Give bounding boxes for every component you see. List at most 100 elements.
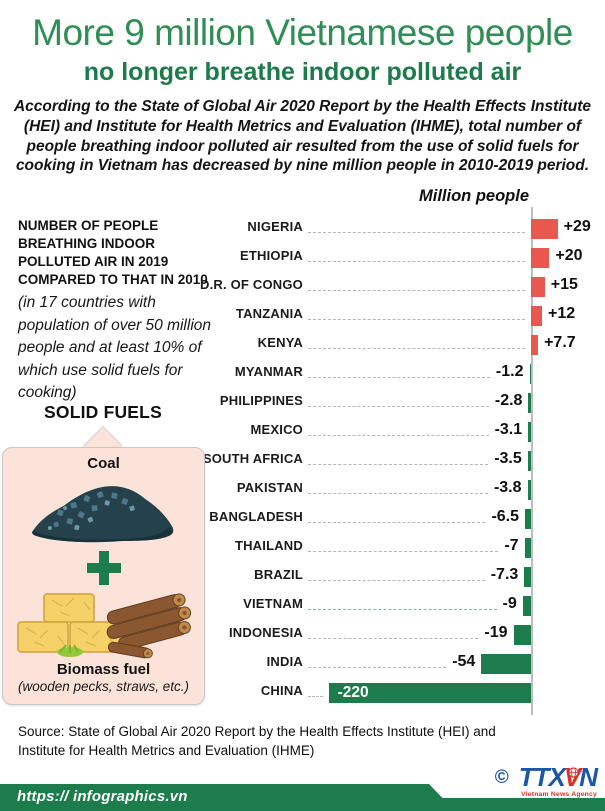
country-label: SOUTH AFRICA [202,451,303,466]
chart-row: SOUTH AFRICA -3.5 [0,444,605,473]
chart-row: KENYA +7.7 [0,328,605,357]
chart-row: PAKISTAN -3.8 [0,473,605,502]
country-label: KENYA [257,335,303,350]
value-label: -6.5 [491,507,520,525]
leader-line [308,522,486,523]
bar-chart-rows: NIGERIA +29 ETHIOPIA +20 D.R. OF CONGO +15 TAN… [0,212,605,705]
value-label: -9 [502,594,517,612]
value-label: -1.2 [495,362,524,380]
country-label: VIETNAM [243,596,303,611]
leader-line [308,580,485,581]
decrease-bar [528,392,531,413]
globe-icon [568,767,579,778]
country-label: MEXICO [250,422,303,437]
page-title: More 9 million Vietnamese people [32,12,573,53]
value-label: -7.3 [490,565,519,583]
increase-bar [531,305,543,326]
solid-fuels-title: SOLID FUELS [44,402,162,422]
value-label: -19 [484,623,508,641]
country-label: BRAZIL [254,567,303,582]
value-label: -7 [504,536,519,554]
country-label: PHILIPPINES [219,393,303,408]
country-label: CHINA [260,683,303,698]
chart-row: BRAZIL -7.3 [0,560,605,589]
chart-note-heading: NUMBER OF PEOPLE BREATHING INDOOR POLLUT… [18,218,208,288]
country-label: NIGERIA [247,219,303,234]
decrease-bar [527,479,531,500]
leader-line [308,551,499,552]
chart-axis-label: Million people [419,187,529,205]
leader-line [308,696,323,697]
decrease-bar [529,363,531,384]
chart-row: ETHIOPIA +20 [0,241,605,270]
logo-v: V [564,764,581,790]
value-label: +12 [548,304,576,322]
decrease-bar: -220 [328,682,531,703]
chart-row: THAILAND -7 [0,531,605,560]
country-label: BANGLADESH [209,509,303,524]
intro-paragraph: According to the State of Global Air 202… [13,98,592,175]
value-label: -2.8 [494,391,523,409]
copyright-icon: © [494,767,509,788]
biomass-label: Biomass fuel [56,661,151,678]
leader-line [308,290,525,291]
chart-row: NIGERIA +29 [0,212,605,241]
chart-row: VIETNAM -9 [0,589,605,618]
decrease-bar [524,566,531,587]
leader-line [308,232,525,233]
value-label: +20 [555,246,583,264]
increase-bar [531,247,550,268]
country-label: PAKISTAN [236,480,303,495]
country-label: INDIA [266,654,303,669]
value-label: -220 [337,683,369,701]
chart-row: MYANMAR -1.2 [0,357,605,386]
decrease-bar [527,450,531,471]
leader-line [308,609,497,610]
country-label: ETHIOPIA [240,248,303,263]
leader-line [308,493,488,494]
chart-row: TANZANIA +12 [0,299,605,328]
biomass-fuel-icon [16,593,191,659]
footer-banner [0,784,455,811]
chart-axis-line [531,207,533,715]
country-label: MYANMAR [234,364,303,379]
footer-url: https:// infographics.vn [17,788,188,805]
value-label: +29 [563,217,591,235]
source-text: Source: State of Global Air 2020 Report … [18,724,496,758]
chart-row: INDONESIA -19 [0,618,605,647]
decrease-bar [522,595,531,616]
increase-bar [531,334,539,355]
logo-caption: Vietnam News Agency [521,791,597,798]
leader-line [308,667,447,668]
logo-n: N [579,762,598,792]
coal-label: Coal [87,455,120,472]
page-subtitle: no longer breathe indoor polluted air [83,58,522,86]
country-label: TANZANIA [235,306,303,321]
decrease-bar [513,624,531,645]
agency-brand: © TTX V N Vietnam News Agency [494,762,598,798]
value-label: +15 [550,275,578,293]
leader-line [308,638,479,639]
decrease-bar [528,421,531,442]
leader-line [308,348,525,349]
chart-note: NUMBER OF PEOPLE BREATHING INDOOR POLLUT… [18,217,216,405]
value-label: -3.5 [494,449,522,467]
country-label: D.R. OF CONGO [200,277,303,292]
leader-line [308,406,489,407]
ttxvn-logo: TTX V N Vietnam News Agency [518,762,598,798]
decrease-bar [525,508,531,529]
chart-row: BANGLADESH -6.5 [0,502,605,531]
chart-row: CHINA -220 [0,676,605,705]
leader-line [308,261,525,262]
leader-line [308,435,489,436]
country-label: THAILAND [234,538,303,553]
leader-line [308,319,525,320]
country-label: INDONESIA [228,625,303,640]
chart-row: INDIA -54 [0,647,605,676]
value-label: -54 [452,652,476,670]
leader-line [308,464,489,465]
chart-row: PHILIPPINES -2.8 [0,386,605,415]
logo-ttx: TTX [518,762,566,792]
increase-bar [531,276,545,297]
